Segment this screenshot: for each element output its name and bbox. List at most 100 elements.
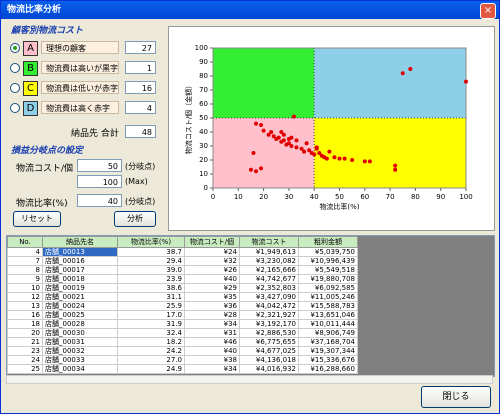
point	[314, 145, 319, 150]
cell: 38.6	[117, 283, 185, 293]
cell: 店舗_00013	[42, 247, 118, 257]
reset-button[interactable]: リセット	[13, 211, 61, 227]
radio[interactable]	[10, 63, 20, 73]
cell: ¥3,427,090	[239, 292, 299, 302]
point	[332, 155, 337, 160]
cell: 38.7	[117, 247, 185, 257]
cell: ¥29	[184, 283, 240, 293]
cell: ¥46	[184, 337, 240, 347]
cell: ¥3,192,170	[239, 319, 299, 329]
column-header: 物流コスト/個	[184, 236, 240, 248]
total-value: 48	[125, 125, 156, 138]
max-note: (Max)	[125, 177, 148, 186]
row[interactable]: 8 店舗_00017 39.0 ¥26 ¥2,165,666 ¥5,549,518	[7, 265, 358, 275]
point	[279, 130, 284, 134]
scrollbar[interactable]	[6, 375, 493, 384]
row[interactable]: 25 店舗_00034 24.9 ¥34 ¥4,016,932 ¥16,288,660	[7, 364, 358, 374]
cell: ¥40	[184, 274, 240, 284]
analyze-button[interactable]: 分析	[114, 211, 156, 227]
x-tick-label: 30	[284, 193, 293, 201]
cell: ¥34	[184, 319, 240, 329]
cell: ¥19,880,708	[298, 274, 358, 284]
point	[294, 145, 299, 150]
category-key: C	[23, 81, 38, 96]
point	[350, 158, 355, 162]
row[interactable]: 16 店舗_00025 17.0 ¥28 ¥2,321,927 ¥13,651,046	[7, 310, 358, 320]
point	[281, 132, 286, 137]
y-axis-label: 物流コスト/個（金額）	[184, 82, 193, 154]
point	[281, 138, 286, 143]
cell: 25.9	[117, 301, 185, 311]
group-title: 損益分岐点の設定	[11, 146, 84, 156]
cell: ¥4,042,472	[239, 301, 299, 311]
category-count: 1	[125, 61, 156, 74]
close-x[interactable]: ×	[480, 3, 496, 19]
point	[342, 156, 347, 161]
y-tick-label: 10	[199, 170, 208, 178]
point	[259, 166, 264, 171]
radio[interactable]	[10, 83, 20, 93]
point	[324, 156, 329, 161]
cell: ¥15,588,783	[298, 301, 358, 311]
row[interactable]: 4 店舗_00013 38.7 ¥24 ¥1,949,613 ¥5,039,750	[7, 247, 358, 257]
cell: ¥10,996,439	[298, 256, 358, 266]
cell: 店舗_00024	[42, 301, 118, 311]
cell: 店舗_00034	[42, 364, 118, 374]
cell: ¥32	[184, 256, 240, 266]
cell: ¥35	[184, 292, 240, 302]
row[interactable]: 23 店舗_00032 24.2 ¥40 ¥4,677,025 ¥19,307,344	[7, 346, 358, 356]
row[interactable]: 18 店舗_00028 31.9 ¥34 ¥3,192,170 ¥10,011,444	[7, 319, 358, 329]
cost-input[interactable]: 50	[77, 159, 122, 172]
quadrant	[213, 118, 315, 188]
cell: ¥26	[184, 265, 240, 275]
cell: ¥16,288,660	[298, 364, 358, 374]
cell: 店舗_00018	[42, 274, 118, 284]
cell: 店舗_00033	[42, 355, 118, 365]
category-label: 物流費は高いが黒字	[41, 61, 119, 74]
cell: ¥5,039,750	[298, 247, 358, 257]
ratio-input[interactable]: 40	[77, 194, 122, 207]
point	[317, 151, 322, 155]
row[interactable]: 20 店舗_00030 32.4 ¥31 ¥2,886,530 ¥8,906,749	[7, 328, 358, 338]
cell: 29.4	[117, 256, 185, 266]
cell: ¥8,906,749	[298, 328, 358, 338]
chart-panel: 0 10 20 30 40 50 60 70 80 90 100 0 10 20 30 40 50 60 70 80 9…	[168, 26, 495, 231]
cell: 39.0	[117, 265, 185, 275]
cell: 16	[7, 310, 43, 320]
point	[304, 141, 309, 146]
quadrant	[314, 48, 466, 118]
cell: 32.4	[117, 328, 185, 338]
row[interactable]: 12 店舗_00021 31.1 ¥35 ¥3,427,090 ¥11,005,246	[7, 292, 358, 302]
column-header: 物流コスト	[239, 236, 299, 248]
row[interactable]: 24 店舗_00033 27.0 ¥38 ¥4,136,018 ¥15,336,676	[7, 355, 358, 365]
max-input[interactable]: 100	[77, 175, 122, 188]
column-header: 粗利金額	[298, 236, 358, 248]
radio[interactable]	[10, 103, 20, 113]
y-tick-label: 70	[199, 86, 208, 94]
point	[367, 159, 372, 164]
close-button[interactable]: 閉じる	[421, 386, 491, 408]
y-tick-label: 30	[199, 142, 208, 150]
cell: ¥2,886,530	[239, 328, 299, 338]
radio[interactable]	[10, 43, 20, 53]
point	[286, 141, 291, 146]
row[interactable]: 9 店舗_00018 23.9 ¥40 ¥4,742,677 ¥19,880,708	[7, 274, 358, 284]
row[interactable]: 21 店舗_00031 18.2 ¥46 ¥6,775,655 ¥37,168,704	[7, 337, 358, 347]
cell: 店舗_00021	[42, 292, 118, 302]
row[interactable]: 10 店舗_00019 38.6 ¥29 ¥2,352,803 ¥6,092,585	[7, 283, 358, 293]
point	[294, 138, 299, 143]
point	[251, 151, 256, 155]
cell: ¥2,321,927	[239, 310, 299, 320]
x-tick-label: 100	[459, 193, 472, 201]
cell: 店舗_00017	[42, 265, 118, 275]
point	[289, 135, 294, 140]
category-key: B	[23, 61, 38, 76]
cell: ¥34	[184, 364, 240, 374]
row[interactable]: 13 店舗_00024 25.9 ¥36 ¥4,042,472 ¥15,588,783	[7, 301, 358, 311]
cell: 4	[7, 247, 43, 257]
cell: ¥31	[184, 328, 240, 338]
y-tick-label: 80	[199, 72, 208, 80]
total-label: 納品先 合計	[71, 129, 119, 139]
row[interactable]: 7 店舗_00016 29.4 ¥32 ¥3,230,082 ¥10,996,439	[7, 256, 358, 266]
ratio-note: (分岐点)	[125, 197, 156, 206]
